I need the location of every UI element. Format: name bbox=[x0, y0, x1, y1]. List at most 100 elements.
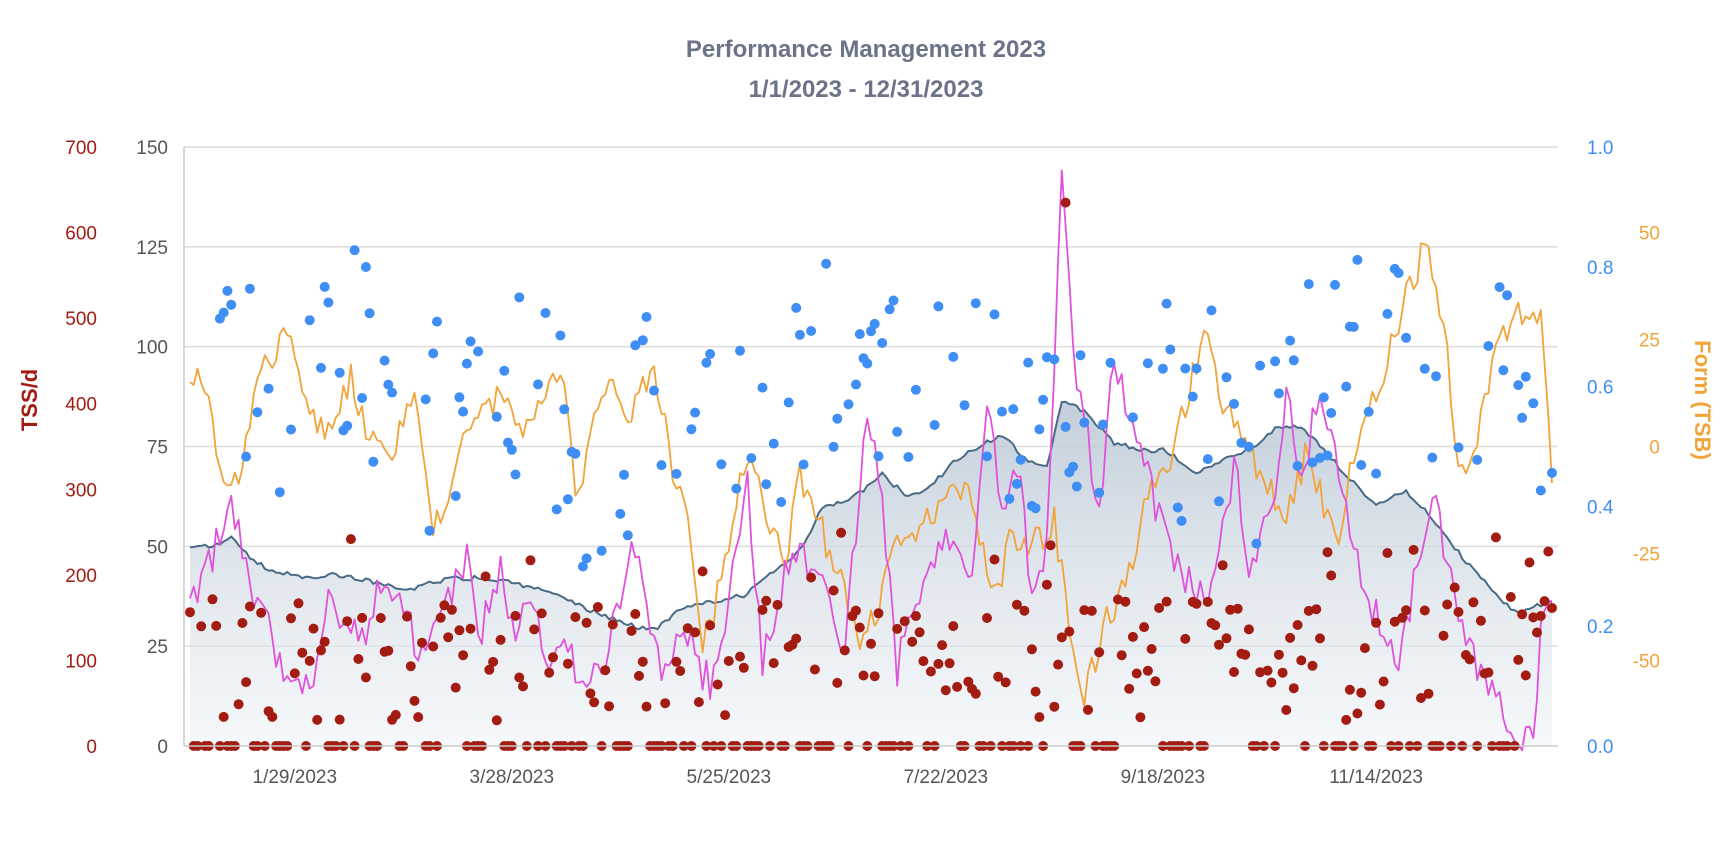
intensity-dot bbox=[1285, 335, 1296, 346]
tss-dot bbox=[626, 625, 637, 636]
fitness-area bbox=[190, 401, 1552, 746]
tss-dot bbox=[1214, 639, 1224, 650]
tss-dot bbox=[1371, 617, 1382, 628]
intensity-dot bbox=[1202, 454, 1213, 465]
tss-dot bbox=[1154, 603, 1165, 613]
intensity-dot bbox=[1393, 268, 1404, 278]
tss-dot bbox=[514, 672, 525, 683]
intensity-dot bbox=[656, 460, 667, 471]
intensity-dot bbox=[316, 362, 326, 373]
intensity-dot bbox=[1502, 290, 1513, 301]
tss-dot bbox=[1352, 708, 1363, 719]
tss-dot bbox=[1146, 644, 1157, 654]
form-axis-title: Form (TSB) bbox=[1690, 340, 1715, 460]
intensity-dot bbox=[551, 504, 562, 515]
intensity-dot bbox=[1348, 321, 1359, 332]
fitness-line bbox=[189, 400, 1553, 631]
intensity-dot bbox=[649, 385, 659, 396]
intensity-dot bbox=[286, 424, 296, 435]
intensity-dot bbox=[1004, 493, 1015, 504]
dot-layer bbox=[185, 197, 1557, 751]
intensity-dot bbox=[379, 355, 390, 366]
x-tick-label: 1/29/2023 bbox=[253, 767, 338, 788]
tss-dot bbox=[1307, 660, 1318, 671]
tss-dot bbox=[562, 658, 573, 669]
intensity-dot bbox=[1221, 372, 1232, 383]
tss-dot bbox=[413, 712, 424, 723]
tss-dot bbox=[1292, 620, 1303, 630]
intensity-dot bbox=[1206, 305, 1217, 316]
tss-dot bbox=[1438, 630, 1449, 641]
tss-dot bbox=[1442, 599, 1453, 610]
tss-dot bbox=[1483, 667, 1494, 678]
tss-dot bbox=[316, 645, 326, 656]
tss-dot bbox=[869, 671, 880, 682]
intensity-dot bbox=[342, 420, 353, 431]
tss-dot bbox=[196, 621, 207, 632]
tss-dot bbox=[806, 572, 817, 583]
intensity-dot bbox=[735, 345, 745, 356]
tss-dot bbox=[308, 623, 319, 634]
tss-dot bbox=[1539, 596, 1550, 607]
tss-dot bbox=[417, 637, 427, 648]
tss-dot bbox=[360, 672, 371, 683]
tss-dot bbox=[211, 620, 222, 631]
tss-dot bbox=[1374, 699, 1385, 710]
intensity-dot bbox=[1071, 481, 1082, 492]
tss-dot bbox=[1359, 643, 1370, 654]
tss-dot bbox=[1475, 615, 1486, 626]
tss-dot bbox=[185, 607, 195, 618]
tss-dot bbox=[1288, 683, 1299, 694]
intensity-dot bbox=[1243, 441, 1254, 452]
tss-dot bbox=[1378, 676, 1389, 687]
form-tick-label: -50 bbox=[1633, 651, 1660, 672]
tss-dot bbox=[705, 620, 716, 631]
tss-dot bbox=[581, 617, 592, 628]
intensity-dot bbox=[1165, 344, 1176, 355]
intensity-dot bbox=[428, 348, 439, 359]
tss-dot bbox=[286, 613, 296, 624]
intensity-dot bbox=[555, 330, 566, 341]
tss-dot bbox=[1419, 605, 1430, 616]
intensity-dot bbox=[690, 407, 701, 418]
tss-dot bbox=[1000, 677, 1011, 688]
tss-dot bbox=[712, 679, 723, 690]
intensity-dot bbox=[562, 494, 573, 505]
intensity-dot bbox=[1079, 417, 1090, 428]
intensity-dot bbox=[1236, 437, 1247, 448]
tss-dot bbox=[241, 677, 252, 688]
tss-dot bbox=[297, 647, 308, 658]
tss-dot bbox=[375, 613, 386, 623]
intensity-dot bbox=[1382, 308, 1393, 319]
intensity-dot bbox=[1341, 381, 1352, 392]
intensity-dot bbox=[244, 283, 255, 294]
tss-dot bbox=[839, 645, 850, 656]
intensity-dot bbox=[514, 292, 525, 303]
tss-dot bbox=[1041, 579, 1052, 590]
tss-dot bbox=[690, 627, 701, 638]
tss-dot bbox=[1086, 605, 1097, 616]
tss-dot bbox=[454, 625, 465, 636]
intensity-dot bbox=[1363, 406, 1374, 417]
tss-dot bbox=[832, 677, 843, 688]
tss-dot bbox=[1049, 701, 1060, 712]
line-layer bbox=[189, 169, 1553, 752]
intensity-dot bbox=[424, 525, 435, 536]
tss-dot bbox=[458, 650, 469, 661]
tss-dot bbox=[570, 612, 581, 623]
tss-tick-label: 700 bbox=[65, 138, 97, 159]
tss-dot bbox=[1079, 605, 1090, 616]
fitness-tick-label: 150 bbox=[136, 138, 168, 159]
tss-dot bbox=[1505, 592, 1516, 602]
intensity-tick-label: 1.0 bbox=[1587, 138, 1613, 159]
tss-tick-label: 100 bbox=[65, 651, 97, 672]
tss-dot bbox=[944, 658, 955, 669]
tss-dot bbox=[345, 534, 356, 545]
tss-dot bbox=[1255, 667, 1266, 678]
tss-dot bbox=[634, 670, 644, 681]
tss-dot bbox=[1322, 547, 1333, 558]
tss-dot bbox=[1034, 712, 1045, 723]
intensity-dot bbox=[982, 451, 992, 462]
tss-dot bbox=[761, 595, 772, 606]
intensity-dot bbox=[1030, 503, 1041, 514]
